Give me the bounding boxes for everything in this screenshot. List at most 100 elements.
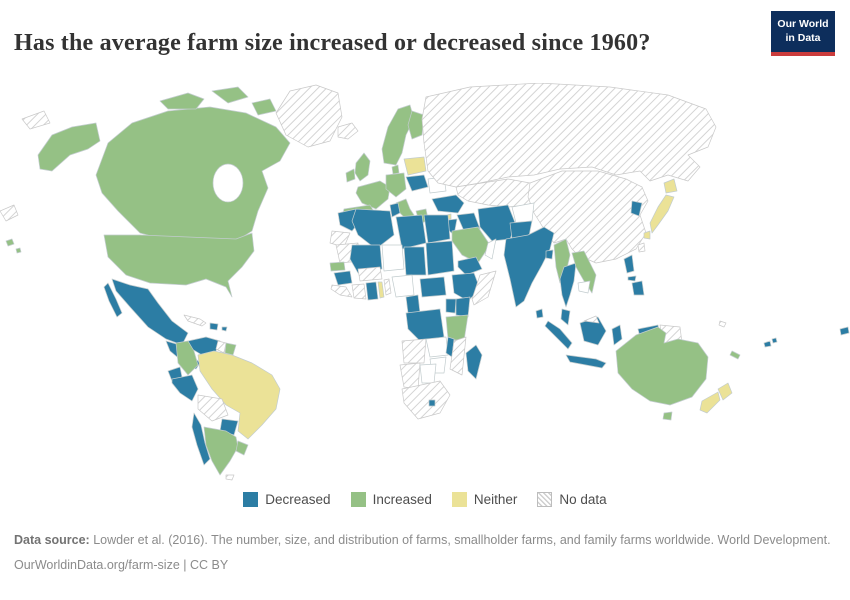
region-cameroon[interactable] xyxy=(405,294,421,314)
region-iraq[interactable] xyxy=(456,212,481,232)
region-falklands[interactable] xyxy=(225,474,235,481)
region-cuba[interactable] xyxy=(183,314,207,327)
region-solomon-islands[interactable] xyxy=(718,320,727,328)
region-india[interactable] xyxy=(503,226,555,308)
region-chad[interactable] xyxy=(403,246,427,276)
region-drc[interactable] xyxy=(405,308,445,342)
region-sierra-leone-liberia[interactable] xyxy=(330,284,353,298)
region-benin[interactable] xyxy=(383,278,392,296)
region-canada[interactable] xyxy=(95,106,291,242)
region-tunisia[interactable] xyxy=(389,202,401,218)
region-south-africa[interactable] xyxy=(401,380,451,420)
region-turkey[interactable] xyxy=(431,194,465,214)
legend-item-no-data[interactable]: No data xyxy=(537,492,607,507)
legend-item-neither[interactable]: Neither xyxy=(451,492,518,507)
region-new-zealand-north[interactable] xyxy=(717,382,733,401)
region-senegal[interactable] xyxy=(329,261,346,272)
region-norway-sweden[interactable] xyxy=(381,104,415,166)
region-peru[interactable] xyxy=(171,374,199,402)
region-oman[interactable] xyxy=(484,238,497,260)
region-fiji-wrap[interactable] xyxy=(839,326,850,336)
region-philippines-visayas[interactable] xyxy=(627,275,637,282)
region-fiji[interactable] xyxy=(763,340,772,348)
legend-item-increased[interactable]: Increased xyxy=(350,492,432,507)
region-chile[interactable] xyxy=(191,412,211,466)
region-colombia[interactable] xyxy=(175,340,199,376)
region-guinea[interactable] xyxy=(333,270,353,286)
region-namibia[interactable] xyxy=(399,362,421,390)
region-tasmania[interactable] xyxy=(662,411,673,421)
region-sudan[interactable] xyxy=(425,240,455,276)
region-sulawesi[interactable] xyxy=(611,324,623,346)
legend-label-neither: Neither xyxy=(473,492,518,507)
region-finland[interactable] xyxy=(407,110,425,140)
region-denmark[interactable] xyxy=(391,164,400,175)
region-java[interactable] xyxy=(565,354,607,369)
region-angola[interactable] xyxy=(401,338,427,364)
region-iceland[interactable] xyxy=(337,122,359,140)
owid-link[interactable]: OurWorldinData.org/farm-size | CC BY xyxy=(14,558,229,573)
region-egypt[interactable] xyxy=(423,214,451,244)
region-philippines-luzon[interactable] xyxy=(623,254,635,274)
region-guyana[interactable] xyxy=(215,340,227,354)
region-ivory-coast[interactable] xyxy=(351,283,367,300)
region-mexico[interactable] xyxy=(111,278,189,346)
region-hawaii[interactable] xyxy=(5,238,22,254)
region-ghana[interactable] xyxy=(365,281,379,301)
region-hispaniola[interactable] xyxy=(209,322,219,331)
region-bolivia[interactable] xyxy=(197,394,229,422)
region-kenya[interactable] xyxy=(455,296,471,318)
region-yemen[interactable] xyxy=(457,256,483,276)
region-uganda[interactable] xyxy=(445,298,457,314)
region-libya[interactable] xyxy=(395,214,427,250)
region-puerto-rico[interactable] xyxy=(221,326,228,332)
region-new-zealand-south[interactable] xyxy=(699,391,721,414)
region-lesotho[interactable] xyxy=(428,399,436,407)
region-togo[interactable] xyxy=(377,281,385,299)
region-south-korea[interactable] xyxy=(630,200,643,217)
region-sumatra[interactable] xyxy=(544,320,573,350)
region-somalia[interactable] xyxy=(471,270,497,306)
region-poland[interactable] xyxy=(403,156,427,176)
region-central-african[interactable] xyxy=(419,276,447,298)
region-baja-california[interactable] xyxy=(103,282,123,318)
region-france[interactable] xyxy=(355,180,391,210)
region-malaysia-borneo[interactable] xyxy=(583,315,600,324)
region-alaska[interactable] xyxy=(37,122,101,172)
owid-logo[interactable]: Our World in Data xyxy=(771,11,835,56)
region-suriname[interactable] xyxy=(224,342,237,356)
region-russia[interactable] xyxy=(421,82,717,188)
region-sri-lanka[interactable] xyxy=(535,308,544,319)
region-argentina[interactable] xyxy=(203,426,239,476)
region-greenland[interactable] xyxy=(275,84,343,148)
region-ireland[interactable] xyxy=(345,168,356,183)
region-brazil[interactable] xyxy=(197,350,281,440)
region-cambodia[interactable] xyxy=(577,280,591,294)
region-malay-peninsula[interactable] xyxy=(560,308,571,326)
region-niger[interactable] xyxy=(381,244,405,272)
region-burkina-faso[interactable] xyxy=(357,266,383,282)
region-australia[interactable] xyxy=(615,326,709,406)
region-nigeria[interactable] xyxy=(391,274,415,298)
region-mozambique[interactable] xyxy=(449,336,467,376)
region-united-states[interactable] xyxy=(103,232,255,298)
region-madagascar[interactable] xyxy=(465,344,483,380)
region-zambia[interactable] xyxy=(425,336,449,358)
region-philippines-mindanao[interactable] xyxy=(631,280,645,296)
region-canada-arctic-islands[interactable] xyxy=(159,86,277,116)
region-bangladesh[interactable] xyxy=(545,249,554,260)
region-botswana[interactable] xyxy=(419,363,437,384)
region-united-kingdom[interactable] xyxy=(354,152,371,182)
region-chukotka-left-edge[interactable] xyxy=(0,204,19,222)
region-ukraine-region[interactable] xyxy=(405,174,429,192)
region-japan-hokkaido[interactable] xyxy=(663,178,678,194)
region-germany-central[interactable] xyxy=(385,172,407,198)
region-japan-honshu[interactable] xyxy=(649,194,675,234)
region-chukotka-west[interactable] xyxy=(21,110,51,130)
region-fiji-east[interactable] xyxy=(771,337,778,344)
region-uruguay[interactable] xyxy=(235,440,249,456)
legend-item-decreased[interactable]: Decreased xyxy=(243,492,331,507)
region-japan-kyushu[interactable] xyxy=(643,230,651,240)
region-new-caledonia[interactable] xyxy=(729,350,741,360)
region-taiwan[interactable] xyxy=(637,242,646,253)
